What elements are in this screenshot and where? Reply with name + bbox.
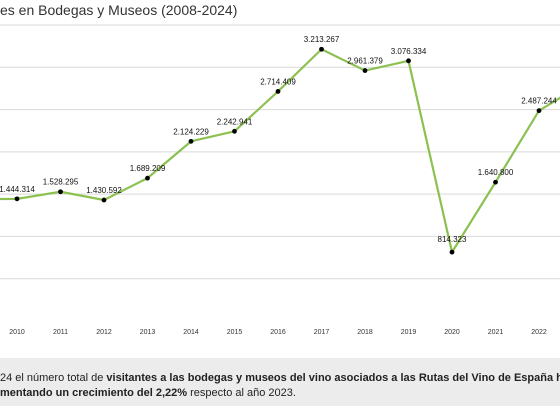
data-label: 2.961.379 bbox=[347, 57, 383, 66]
data-point bbox=[14, 196, 20, 202]
data-point bbox=[493, 179, 498, 185]
data-point bbox=[232, 128, 237, 134]
gridlines bbox=[0, 24, 560, 280]
data-point bbox=[188, 138, 194, 144]
data-label: 1.640.800 bbox=[478, 168, 514, 177]
caption-box: 24 el número total de visitantes a las b… bbox=[0, 358, 560, 406]
data-point bbox=[101, 197, 107, 203]
data-label: 1.689.209 bbox=[130, 164, 166, 173]
x-tick-label: 2011 bbox=[53, 329, 68, 336]
x-tick-label: 2019 bbox=[401, 329, 417, 336]
caption-line-2-text: respecto al año 2023. bbox=[187, 387, 296, 399]
data-point bbox=[362, 68, 368, 73]
line-chart: 1.444.314 1.528.295 1.430.592 1.689.209 2.12… bbox=[0, 24, 560, 336]
x-tick-label: 2010 bbox=[9, 329, 25, 336]
data-point bbox=[406, 58, 411, 64]
caption-growth-value: 2,22% bbox=[155, 387, 188, 399]
chart-title: es en Bodegas y Museos (2008-2024) bbox=[0, 2, 238, 18]
x-tick-label: 2016 bbox=[270, 329, 286, 336]
x-tick-label: 2020 bbox=[444, 329, 460, 336]
data-label: 2.242.941 bbox=[217, 117, 253, 126]
data-label: 3.076.334 bbox=[391, 47, 427, 56]
x-tick-label: 2022 bbox=[531, 329, 547, 336]
data-point bbox=[58, 189, 63, 195]
x-axis-ticks: 2010 2011 2012 2013 2014 2015 2016 2017 2018 2019… bbox=[9, 329, 547, 336]
data-label: 2.714.409 bbox=[260, 77, 296, 86]
x-tick-label: 2014 bbox=[183, 329, 199, 336]
data-point bbox=[536, 108, 542, 114]
x-tick-label: 2018 bbox=[357, 329, 373, 336]
x-tick-label: 2017 bbox=[314, 329, 330, 336]
data-label: 2.124.229 bbox=[173, 127, 209, 136]
x-tick-label: 2021 bbox=[488, 329, 504, 336]
data-label: 2.487.244 bbox=[521, 97, 557, 106]
data-point bbox=[319, 46, 324, 52]
data-label: 814.323 bbox=[438, 235, 467, 244]
data-label: 1.444.314 bbox=[0, 185, 35, 194]
x-tick-label: 2013 bbox=[140, 329, 156, 336]
x-tick-label: 2015 bbox=[227, 329, 243, 336]
caption-line-2: mentando un crecimiento del 2,22% respec… bbox=[0, 387, 296, 399]
data-point bbox=[145, 175, 150, 181]
x-tick-label: 2012 bbox=[96, 329, 112, 336]
data-label: 1.430.592 bbox=[86, 186, 122, 195]
data-label: 1.528.295 bbox=[43, 178, 79, 187]
data-label: 3.213.267 bbox=[304, 35, 340, 44]
data-point bbox=[449, 249, 455, 255]
caption-line-1-bold: visitantes a las bodegas y museos del vi… bbox=[106, 372, 560, 384]
caption-line-2-bold: mentando un crecimiento del bbox=[0, 387, 156, 399]
markers-layer bbox=[14, 46, 542, 255]
data-point bbox=[275, 89, 281, 94]
data-labels-layer: 1.444.314 1.528.295 1.430.592 1.689.209 2.12… bbox=[0, 35, 557, 244]
caption-line-1-text: 24 el número total de bbox=[0, 372, 107, 384]
caption-line-1: 24 el número total de visitantes a las b… bbox=[0, 372, 560, 384]
